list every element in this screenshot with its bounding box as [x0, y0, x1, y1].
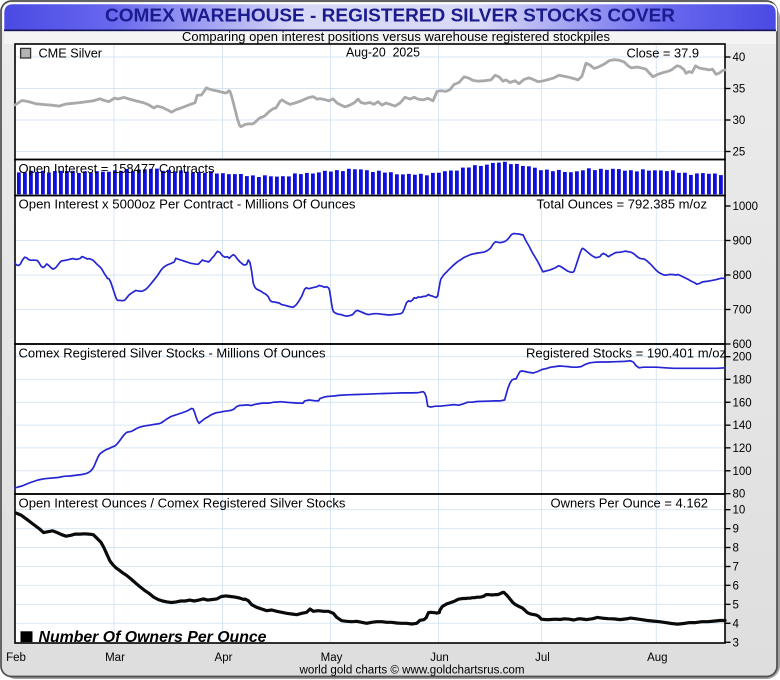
svg-text:800: 800 — [733, 270, 752, 282]
svg-text:25: 25 — [733, 147, 746, 159]
svg-text:120: 120 — [733, 443, 752, 455]
svg-text:Total Ounces = 792.385 m/oz: Total Ounces = 792.385 m/oz — [537, 197, 708, 212]
svg-text:Number Of Owners Per Ounce: Number Of Owners Per Ounce — [39, 629, 267, 646]
svg-text:world gold charts © www.goldch: world gold charts © www.goldchartsrus.co… — [298, 665, 524, 677]
svg-text:7: 7 — [733, 562, 739, 574]
svg-text:700: 700 — [733, 305, 752, 317]
svg-text:Aug: Aug — [647, 652, 667, 664]
svg-text:CME Silver: CME Silver — [39, 47, 103, 61]
svg-text:9: 9 — [733, 524, 739, 536]
svg-text:35: 35 — [733, 84, 746, 96]
svg-text:1000: 1000 — [733, 201, 759, 213]
svg-text:Open Interest x 5000oz Per Con: Open Interest x 5000oz Per Contract - Mi… — [19, 198, 356, 212]
svg-text:160: 160 — [733, 397, 752, 409]
svg-text:Comparing open interest positi: Comparing open interest positions versus… — [182, 30, 610, 44]
svg-text:100: 100 — [733, 466, 752, 478]
svg-text:Apr: Apr — [215, 652, 233, 664]
svg-text:Mar: Mar — [105, 652, 125, 664]
svg-text:180: 180 — [733, 374, 752, 386]
svg-text:Jun: Jun — [430, 652, 449, 664]
svg-text:Close = 37.9: Close = 37.9 — [627, 46, 700, 61]
svg-text:COMEX WAREHOUSE - REGISTERED S: COMEX WAREHOUSE - REGISTERED SILVER STOC… — [105, 6, 675, 26]
svg-text:140: 140 — [733, 420, 752, 432]
svg-text:3: 3 — [733, 637, 739, 649]
svg-text:5: 5 — [733, 599, 739, 611]
svg-text:Jul: Jul — [535, 652, 550, 664]
svg-text:8: 8 — [733, 543, 739, 555]
svg-text:Aug-20 2025: Aug-20 2025 — [346, 45, 420, 60]
svg-text:6: 6 — [733, 580, 739, 592]
svg-text:Open Interest = 158477 Contrac: Open Interest = 158477 Contracts — [19, 162, 215, 176]
svg-text:80: 80 — [733, 489, 746, 501]
svg-text:Owners Per Ounce = 4.162: Owners Per Ounce = 4.162 — [551, 496, 709, 511]
svg-text:Registered Stocks = 190.401 m/: Registered Stocks = 190.401 m/oz — [526, 346, 726, 361]
svg-text:600: 600 — [733, 339, 752, 351]
svg-text:200: 200 — [733, 352, 752, 364]
svg-text:900: 900 — [733, 236, 752, 248]
svg-text:4: 4 — [733, 618, 740, 630]
svg-text:Open Interest Ounces / Comex R: Open Interest Ounces / Comex Registered … — [19, 497, 346, 511]
svg-text:10: 10 — [733, 505, 746, 517]
svg-text:Feb: Feb — [6, 652, 26, 664]
svg-text:May: May — [321, 652, 343, 664]
svg-text:40: 40 — [733, 52, 746, 64]
svg-text:30: 30 — [733, 115, 746, 127]
svg-text:Comex Registered Silver Stocks: Comex Registered Silver Stocks - Million… — [19, 347, 326, 361]
